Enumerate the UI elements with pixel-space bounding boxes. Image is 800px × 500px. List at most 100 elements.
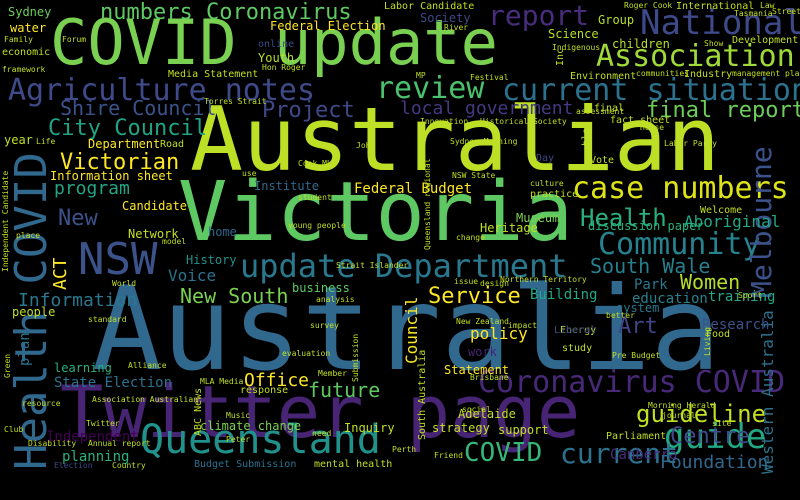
word-city-council: City Council [48, 116, 207, 141]
word-cook-mla: Cook MLA [298, 159, 337, 168]
word-peter: Peter [226, 435, 251, 444]
word-strategy: strategy [432, 421, 490, 435]
word-history: History [186, 253, 237, 267]
word-women: Women [680, 270, 741, 294]
word-inquiry: Inquiry [344, 421, 395, 435]
word-mla-media: MLA Media [200, 377, 244, 386]
word-country: Country [112, 461, 146, 470]
word-nsw: NSW [78, 234, 158, 285]
word-green-vertical: Green [3, 353, 12, 378]
word-road: Road [160, 139, 185, 150]
word-guide: guide [664, 417, 767, 457]
word-international: International [676, 1, 755, 12]
word-federal-election: Federal Election [270, 19, 386, 33]
word-climate-change: climate change [200, 419, 302, 433]
word-river: River [444, 23, 469, 32]
word-election: Election [54, 461, 93, 470]
word-planning: planning [62, 449, 130, 465]
word-house: House [640, 123, 665, 132]
word-day: Day [536, 153, 555, 164]
word-park: Park [634, 277, 668, 293]
word-victorian: Victorian [60, 150, 180, 175]
word-home: home [208, 225, 237, 239]
word-resource: resource [22, 399, 61, 408]
word-world: World [112, 279, 137, 288]
word-association: Association [596, 39, 795, 74]
word-festival: Festival [470, 73, 509, 82]
word-media-statement: Media Statement [168, 69, 259, 80]
word-framework: framework [2, 65, 46, 74]
word-group: Group [598, 13, 635, 27]
word-network: Network [128, 227, 179, 241]
word-music: Music [226, 411, 251, 420]
word-people: people [12, 305, 56, 319]
word-candidate: Candidate [122, 199, 188, 213]
word-covid-update: COVID update [50, 6, 498, 79]
word-journal: journal [662, 411, 696, 420]
word-change: change [456, 233, 485, 242]
word-show: Show [704, 39, 724, 48]
word-art: Art [618, 314, 658, 339]
word-program: program [54, 178, 130, 199]
word-place: place [16, 231, 41, 240]
word-forum: Forum [62, 35, 87, 44]
word-canberra: Canberra [610, 447, 678, 463]
word-indigenous: Indigenous [552, 43, 601, 52]
word-liberal: Liberal [554, 325, 597, 336]
word-association-australian: Association Australian [92, 395, 198, 404]
word-assessment: assessment [576, 107, 625, 116]
word-environment: Environment [570, 71, 637, 82]
word-need: need [312, 429, 332, 438]
word-western-australia-vertical: Western Australia [758, 310, 777, 474]
word-twitter-page: Twitter page [60, 370, 581, 454]
word-work: work [468, 345, 497, 359]
word-food: Food [706, 329, 731, 340]
word-annual-report: Annual report [88, 439, 151, 448]
word-model: model [162, 237, 187, 246]
word-department: Department [88, 137, 161, 151]
word-labor-party: Labor Party [664, 139, 717, 148]
word-law: Law [760, 1, 775, 10]
word-state-election: State Election [54, 375, 173, 391]
word-national: National [640, 3, 800, 43]
word-historical-society: Historical Society [480, 117, 567, 126]
word-site: site [712, 419, 732, 428]
word-south-wale: South Wale [590, 254, 711, 278]
word-management-plan: management plan [732, 69, 800, 78]
word-agriculture-notes: Agriculture notes [8, 73, 316, 108]
word-member: Member [318, 369, 347, 378]
word-sydney: Sydney [8, 5, 52, 19]
word-update-department: update Department [240, 247, 568, 285]
word-innovation: Innovation [420, 117, 469, 126]
word-victoria: Victoria [178, 165, 573, 260]
word-society: Society [420, 11, 471, 25]
word-foundation: Foundation [660, 452, 769, 473]
word-children: children [612, 37, 670, 51]
word-act-vertical: ACT [50, 257, 71, 290]
word-discussion-paper: discussion paper [588, 219, 704, 233]
word-australia: Australia [92, 262, 721, 397]
word-voice: Voice [168, 266, 217, 285]
word-twitter: Twitter [86, 419, 120, 428]
word-policy: policy [470, 324, 528, 343]
word-strait-islander: Strait Islander [336, 261, 409, 270]
word-better: better [606, 311, 635, 320]
word-health: Health [580, 204, 667, 232]
word-roger-cook: Roger Cook [624, 1, 673, 10]
word-project: Project [262, 98, 355, 123]
word-office: Office [244, 370, 310, 391]
word-practice: practice [530, 189, 579, 200]
word-design: design [480, 279, 509, 288]
word-life: Life [36, 137, 56, 146]
word-museum: Museum [516, 211, 560, 225]
word-south-australia-vertical: South Australia [417, 349, 428, 440]
word-sport: Sport [738, 291, 763, 300]
word-education: education [632, 291, 708, 307]
word-covid: COVID [464, 438, 543, 468]
word-future: future [308, 378, 381, 402]
word-analysis: analysis [316, 295, 355, 304]
word-queensland-regional-vertical: Queensland regional [423, 158, 432, 250]
word-northern-territory: Northern Territory [500, 275, 587, 284]
word-building: Building [530, 287, 598, 303]
